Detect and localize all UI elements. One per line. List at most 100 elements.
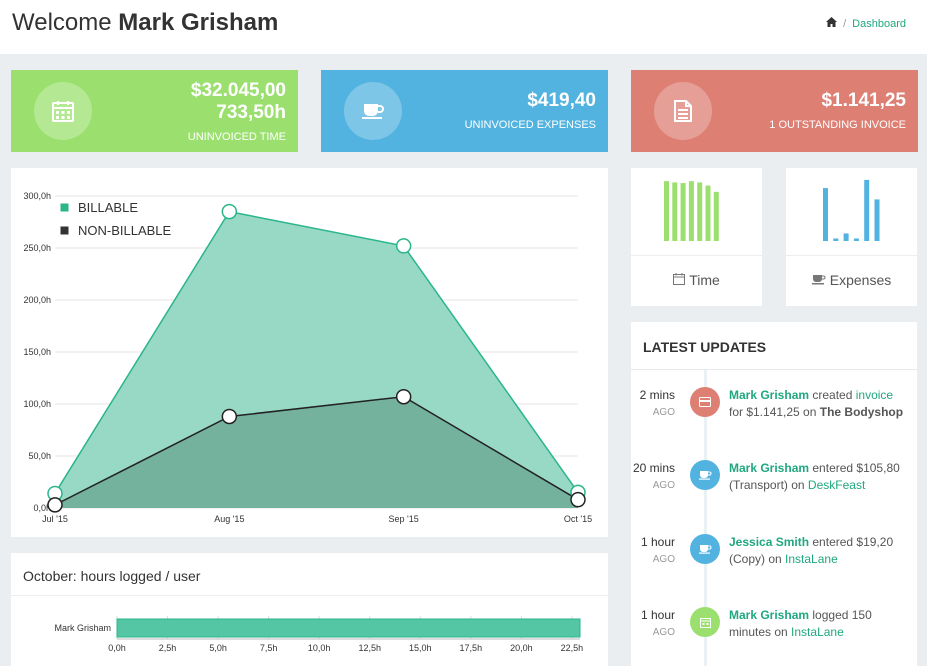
x-tick-label: 0,0h	[108, 643, 126, 653]
x-tick-label: Sep '15	[389, 514, 419, 524]
welcome-user-name: Mark Grisham	[118, 9, 279, 36]
stat-uninvoiced-time[interactable]: $32.045,00 733,50h UNINVOICED TIME	[11, 70, 298, 152]
calendar-icon	[673, 272, 686, 288]
item-link[interactable]: invoice	[855, 388, 894, 402]
data-point	[395, 238, 412, 254]
update-text: created	[809, 388, 856, 402]
update-time: 1 hour AGO	[631, 534, 675, 568]
time-sparkline	[664, 181, 719, 241]
update-item: 1 hour AGO Mark Grisham logged 150 minutes…	[631, 607, 917, 666]
item-link[interactable]: InstaLane	[791, 625, 844, 639]
top-bar: Welcome Mark Grisham / Dashboard	[0, 0, 927, 54]
legend-label: BILLABLE	[78, 200, 138, 215]
stat-uninvoiced-expenses[interactable]: $419,40 UNINVOICED EXPENSES	[321, 70, 608, 152]
mini-bar	[680, 183, 686, 241]
mini-chart-label-text: Expenses	[829, 272, 892, 288]
mini-bar	[705, 185, 711, 241]
cup-icon	[690, 534, 720, 564]
update-message: Mark Grisham created invoice for $1.141,…	[729, 387, 909, 421]
update-time-value: 2 mins	[639, 388, 675, 402]
mini-bar	[688, 181, 694, 241]
update-item: 2 mins AGO Mark Grisham created invoice fo…	[631, 387, 917, 447]
user-link[interactable]: Mark Grisham	[729, 388, 810, 402]
x-tick-label: Aug '15	[214, 514, 244, 524]
category-label: Mark Grisham	[54, 623, 111, 633]
legend-label: NON-BILLABLE	[78, 223, 172, 238]
update-time: 20 mins AGO	[631, 460, 675, 494]
user-link[interactable]: Mark Grisham	[729, 461, 810, 475]
stat-outstanding-invoice[interactable]: $1.141,25 1 OUTSTANDING INVOICE	[631, 70, 918, 152]
x-tick-label: Oct '15	[564, 514, 592, 524]
user-link[interactable]: Mark Grisham	[729, 608, 810, 622]
y-tick-label: 250,0h	[23, 243, 51, 253]
stat-value: $419,40	[527, 90, 596, 111]
stat-label: 1 OUTSTANDING INVOICE	[769, 119, 906, 131]
update-message: Jessica Smith entered $19,20 (Copy) on I…	[729, 534, 909, 568]
update-text: entered $19,20 (Copy) on	[729, 535, 894, 566]
mini-chart-expenses[interactable]: Expenses	[786, 168, 917, 306]
welcome-prefix: Welcome	[12, 9, 112, 36]
data-point	[395, 388, 412, 405]
user-link[interactable]: Jessica Smith	[729, 535, 810, 549]
update-time-value: 1 hour	[640, 608, 675, 622]
mini-bar	[823, 188, 828, 241]
cup-icon	[811, 272, 826, 288]
latest-updates-panel: LATEST UPDATES 2 mins AGO Mark Grisham cre…	[631, 322, 917, 666]
update-time-ago: AGO	[652, 627, 675, 638]
cup-icon	[344, 82, 402, 140]
series-line	[54, 210, 579, 494]
y-tick-label: 100,0h	[23, 399, 51, 409]
mini-bar	[853, 238, 859, 241]
stat-label: UNINVOICED EXPENSES	[464, 119, 596, 131]
update-text: entered $105,80 (Transport) on	[729, 461, 900, 492]
mini-bar	[874, 199, 880, 241]
stat-value: 733,50h	[216, 102, 286, 123]
update-time-ago: AGO	[652, 407, 675, 418]
hours-per-user-chart: 0,0h 2,5h 5,0h 7,5h 10,0h 12,5h 15,0h 17,5h 20,0…	[54, 616, 584, 653]
calendar-icon	[34, 82, 92, 140]
client-name: The Bodyshop	[819, 405, 904, 419]
hours-per-user-title: October: hours logged / user	[23, 568, 201, 584]
legend-swatch	[59, 202, 70, 213]
data-point	[221, 408, 238, 425]
update-time-ago: AGO	[652, 480, 675, 491]
update-time: 2 mins AGO	[631, 387, 675, 421]
stat-value: $1.141,25	[821, 90, 906, 111]
expenses-sparkline	[823, 179, 880, 241]
x-tick-label: 10,0h	[308, 643, 331, 653]
x-tick-label: 17,5h	[460, 643, 483, 653]
page-title: Welcome Mark Grisham	[12, 9, 278, 37]
x-tick-label: 22,5h	[561, 643, 584, 653]
mini-bar	[713, 191, 719, 241]
item-link[interactable]: InstaLane	[785, 552, 838, 566]
series-area	[55, 396, 578, 508]
mini-chart-label: Time	[631, 272, 762, 288]
cup-icon	[690, 460, 720, 490]
hours-per-user-panel: October: hours logged / user 0,0h 2,5h 5,0…	[11, 553, 608, 666]
mini-chart-label: Expenses	[786, 272, 917, 288]
x-tick-label: 12,5h	[358, 643, 381, 653]
x-tick-label: 7,5h	[260, 643, 278, 653]
divider	[11, 595, 608, 596]
data-point	[221, 203, 238, 220]
update-time-ago: AGO	[652, 554, 675, 565]
mini-chart-label-text: Time	[689, 272, 720, 288]
mini-bar	[833, 238, 839, 241]
breadcrumb-dashboard-link[interactable]: Dashboard	[852, 17, 906, 30]
y-tick-label: 150,0h	[23, 347, 51, 357]
update-item: 1 hour AGO Jessica Smith entered $19,20 (C…	[631, 534, 917, 594]
update-item: 20 mins AGO Mark Grisham entered $105,80 (…	[631, 460, 917, 520]
data-point	[570, 491, 586, 508]
hours-bar	[116, 618, 581, 638]
mini-chart-time[interactable]: Time	[631, 168, 762, 306]
hours-area-chart-panel: 0,0h 50,0h 100,0h 150,0h 200,0h 250,0h 300,0h J…	[11, 168, 608, 537]
x-tick-label: Jul '15	[42, 514, 68, 524]
breadcrumb: / Dashboard	[826, 17, 906, 30]
y-tick-label: 50,0h	[28, 451, 51, 461]
update-time-value: 1 hour	[640, 535, 675, 549]
home-icon[interactable]	[826, 17, 838, 30]
update-time: 1 hour AGO	[631, 607, 675, 641]
breadcrumb-separator: /	[843, 17, 847, 30]
legend-swatch	[59, 225, 70, 236]
item-link[interactable]: DeskFeast	[807, 478, 866, 492]
